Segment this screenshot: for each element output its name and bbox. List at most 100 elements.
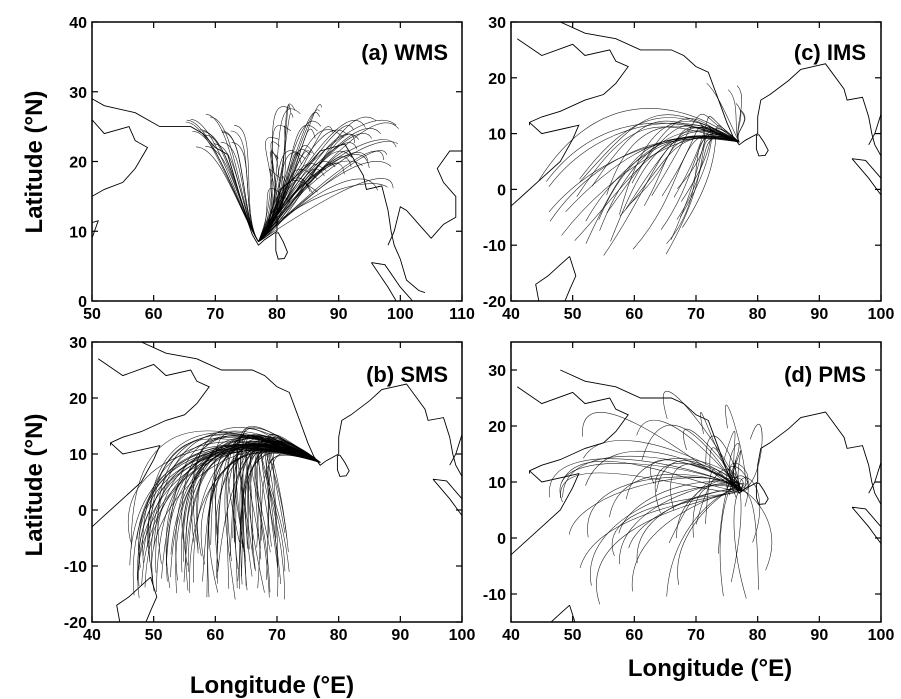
trajectory-line	[250, 446, 321, 572]
y-axis-title-top: Latitude (°N)	[21, 91, 48, 234]
trajectory-line	[221, 130, 259, 242]
trajectory-line	[186, 119, 259, 242]
trajectory-line	[183, 437, 321, 566]
trajectory-line	[266, 451, 321, 580]
coastline	[755, 482, 769, 505]
y-tick-label: 0	[78, 503, 87, 520]
trajectory-line	[632, 133, 740, 250]
trajectory-line	[719, 481, 740, 597]
trajectory-line	[733, 490, 747, 599]
trajectory-line	[619, 482, 743, 565]
trajectory-line	[603, 131, 740, 256]
trajectory-line	[248, 452, 321, 593]
trajectory-line	[142, 441, 321, 563]
trajectory-line	[560, 472, 740, 499]
coastline	[116, 576, 158, 622]
panel-c-frame	[510, 21, 882, 302]
coastline	[516, 386, 629, 474]
panel-c-label: (c) IMS	[794, 40, 866, 65]
trajectory-line	[165, 444, 321, 588]
trajectory-line	[579, 114, 740, 183]
x-tick-label: 40	[502, 306, 520, 323]
trajectory-line	[562, 456, 740, 498]
y-axis-title-bottom: Latitude (°N)	[21, 414, 48, 557]
y-tick-label: 20	[488, 419, 506, 436]
trajectory-line	[665, 138, 740, 255]
coastline	[755, 134, 769, 157]
trajectory-line	[579, 490, 740, 568]
y-tick-label: 40	[69, 15, 87, 32]
x-tick-label: 50	[564, 306, 582, 323]
trajectory-line	[258, 119, 397, 242]
trajectory-line	[739, 423, 763, 491]
panel-b-label: (b) SMS	[366, 362, 448, 387]
panel-a-label: (a) WMS	[361, 40, 448, 65]
coastline	[92, 98, 426, 294]
x-tick-label: 40	[83, 627, 101, 644]
y-tick-label: 10	[488, 475, 506, 492]
y-tick-label: -10	[483, 587, 506, 604]
trajectory-line	[636, 489, 740, 563]
trajectory-line	[221, 131, 259, 242]
trajectory-line	[590, 485, 740, 586]
coastline	[387, 150, 462, 246]
coastline	[92, 442, 161, 622]
trajectory-line	[217, 441, 321, 572]
x-tick-label: 90	[391, 627, 409, 644]
coastline	[275, 232, 288, 260]
trajectory-line	[243, 447, 321, 591]
panel-a-frame	[91, 21, 463, 302]
y-tick-label: 30	[69, 335, 87, 352]
x-tick-label: 100	[868, 627, 895, 644]
x-tick-label: 80	[330, 627, 348, 644]
trajectory-line	[739, 490, 759, 590]
trajectory-line	[585, 450, 740, 491]
x-tick-label: 50	[564, 627, 582, 644]
y-tick-label: -20	[64, 615, 87, 632]
trajectory-line	[651, 113, 740, 196]
trajectory-line	[611, 490, 743, 557]
trajectory-line	[202, 452, 321, 582]
coastline	[371, 262, 414, 301]
x-tick-label: 90	[810, 627, 828, 644]
trajectory-line	[138, 449, 321, 587]
panel-d-frame	[510, 341, 882, 623]
trajectory-line	[227, 435, 321, 543]
trajectory-line	[258, 178, 378, 242]
trajectory-line	[677, 483, 745, 585]
y-tick-label: 0	[78, 294, 87, 311]
trajectory-line	[258, 116, 377, 242]
x-tick-label: 100	[449, 627, 476, 644]
x-tick-label: 40	[502, 627, 520, 644]
trajectory-line	[538, 108, 740, 181]
trajectory-line	[738, 477, 761, 543]
coastline	[92, 220, 99, 240]
trajectory-line	[258, 125, 292, 242]
panel-d: 40 50 60 70 80 90 100 -10 0 10 20 30 (d) PMS	[483, 341, 895, 644]
trajectory-line	[730, 487, 742, 583]
x-tick-label: 90	[330, 306, 348, 323]
trajectory-line	[587, 476, 741, 538]
panel-b-frame	[91, 341, 463, 623]
coastline	[868, 113, 881, 146]
trajectory-line	[643, 137, 740, 207]
y-tick-label: 10	[488, 127, 506, 144]
trajectory-line	[709, 447, 740, 491]
trajectory-line	[185, 121, 259, 242]
trajectory-line	[582, 412, 740, 491]
trajectory-line	[654, 463, 740, 514]
coastline	[336, 454, 350, 477]
x-tick-label: 60	[625, 627, 643, 644]
trajectory-line	[725, 405, 746, 492]
trajectory-line	[141, 449, 321, 587]
trajectory-line	[609, 473, 740, 518]
trajectory-line	[130, 430, 321, 549]
x-tick-label: 80	[749, 306, 767, 323]
x-tick-label: 100	[868, 306, 895, 323]
trajectory-line	[641, 424, 740, 491]
trajectory-line	[234, 125, 259, 242]
trajectory-line	[230, 130, 259, 242]
trajectory-line	[273, 440, 321, 597]
trajectory-line	[258, 139, 397, 242]
